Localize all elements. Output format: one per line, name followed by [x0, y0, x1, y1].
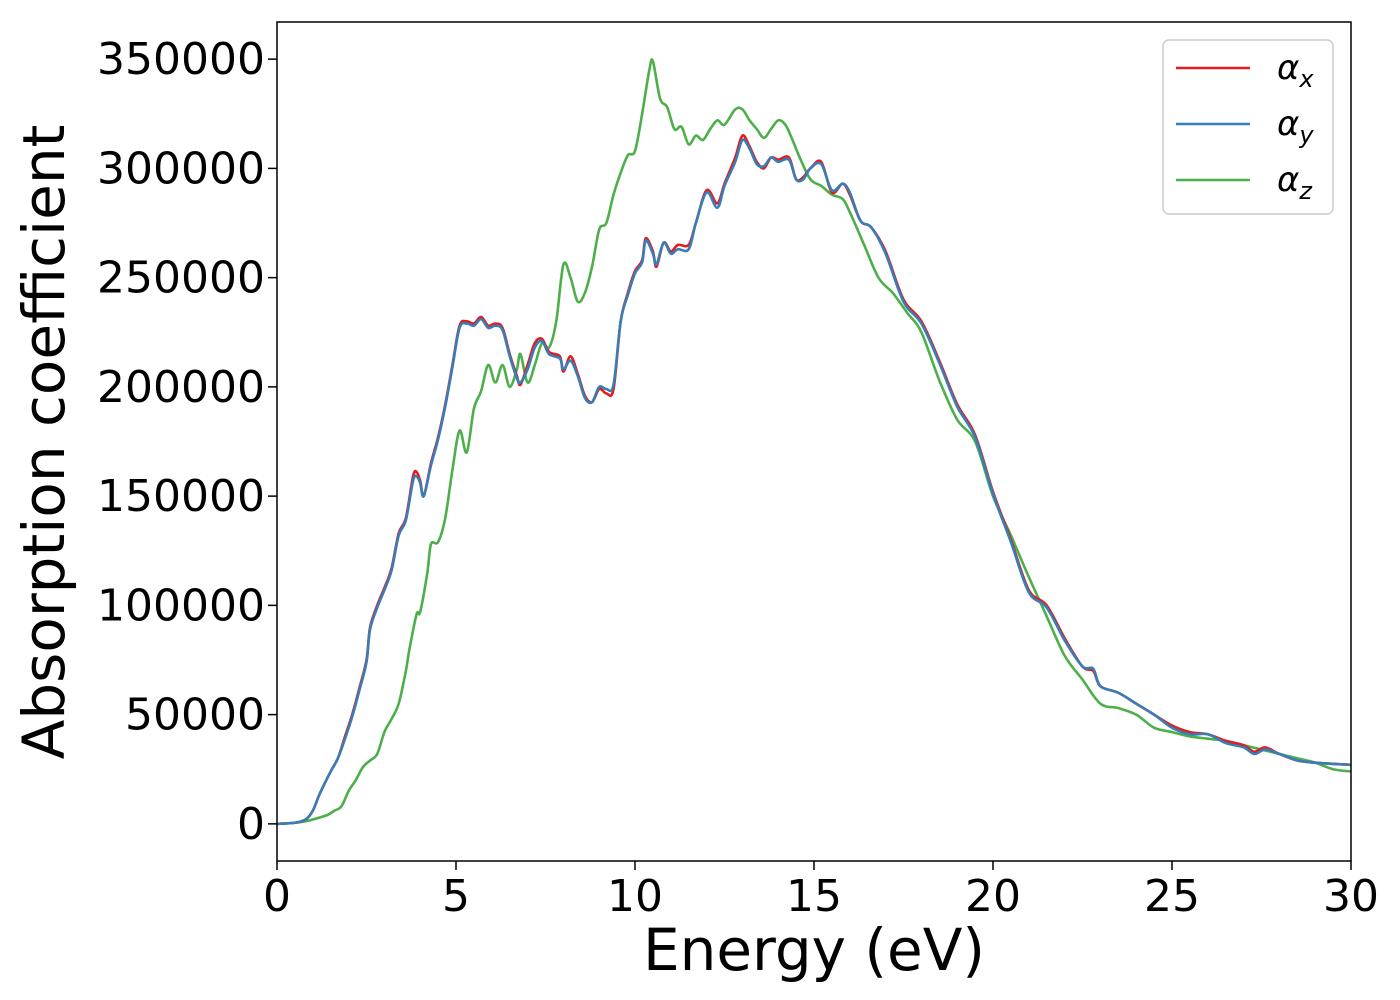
- x-tick-label: 30: [1323, 871, 1379, 922]
- x-axis-title: Energy (eV): [643, 916, 985, 984]
- legend-label-alpha-x: αx: [1277, 48, 1314, 93]
- legend-box: [1162, 39, 1334, 215]
- series-line-alpha-x: [277, 134, 1351, 826]
- series-layer: [277, 58, 1351, 826]
- y-tick-label: 300000: [97, 143, 265, 194]
- x-tick-label: 15: [786, 871, 842, 922]
- y-axis-ticks: 0 50000 100000 150000 200000 250000 300000 3500…: [97, 34, 277, 850]
- series-line-alpha-y: [277, 138, 1351, 826]
- legend: αx αy αz: [1162, 39, 1334, 215]
- y-tick-label: 100000: [97, 580, 265, 631]
- y-tick-label: 150000: [97, 471, 265, 522]
- x-axis-ticks: 0 5 10 15 20 25 30: [263, 861, 1379, 922]
- series-line-alpha-z: [277, 58, 1351, 826]
- y-axis-title: Absorption coefficient: [10, 125, 78, 760]
- legend-label-alpha-z: αz: [1277, 160, 1313, 205]
- x-tick-label: 0: [263, 871, 291, 922]
- y-tick-label: 350000: [97, 34, 265, 85]
- x-tick-label: 5: [442, 871, 470, 922]
- x-tick-label: 20: [965, 871, 1021, 922]
- y-tick-label: 250000: [97, 253, 265, 304]
- x-tick-label: 10: [607, 871, 663, 922]
- legend-label-alpha-y: αy: [1277, 104, 1314, 149]
- y-tick-label: 200000: [97, 362, 265, 413]
- y-tick-label: 50000: [125, 690, 265, 741]
- y-tick-label: 0: [237, 799, 265, 850]
- x-tick-label: 25: [1144, 871, 1200, 922]
